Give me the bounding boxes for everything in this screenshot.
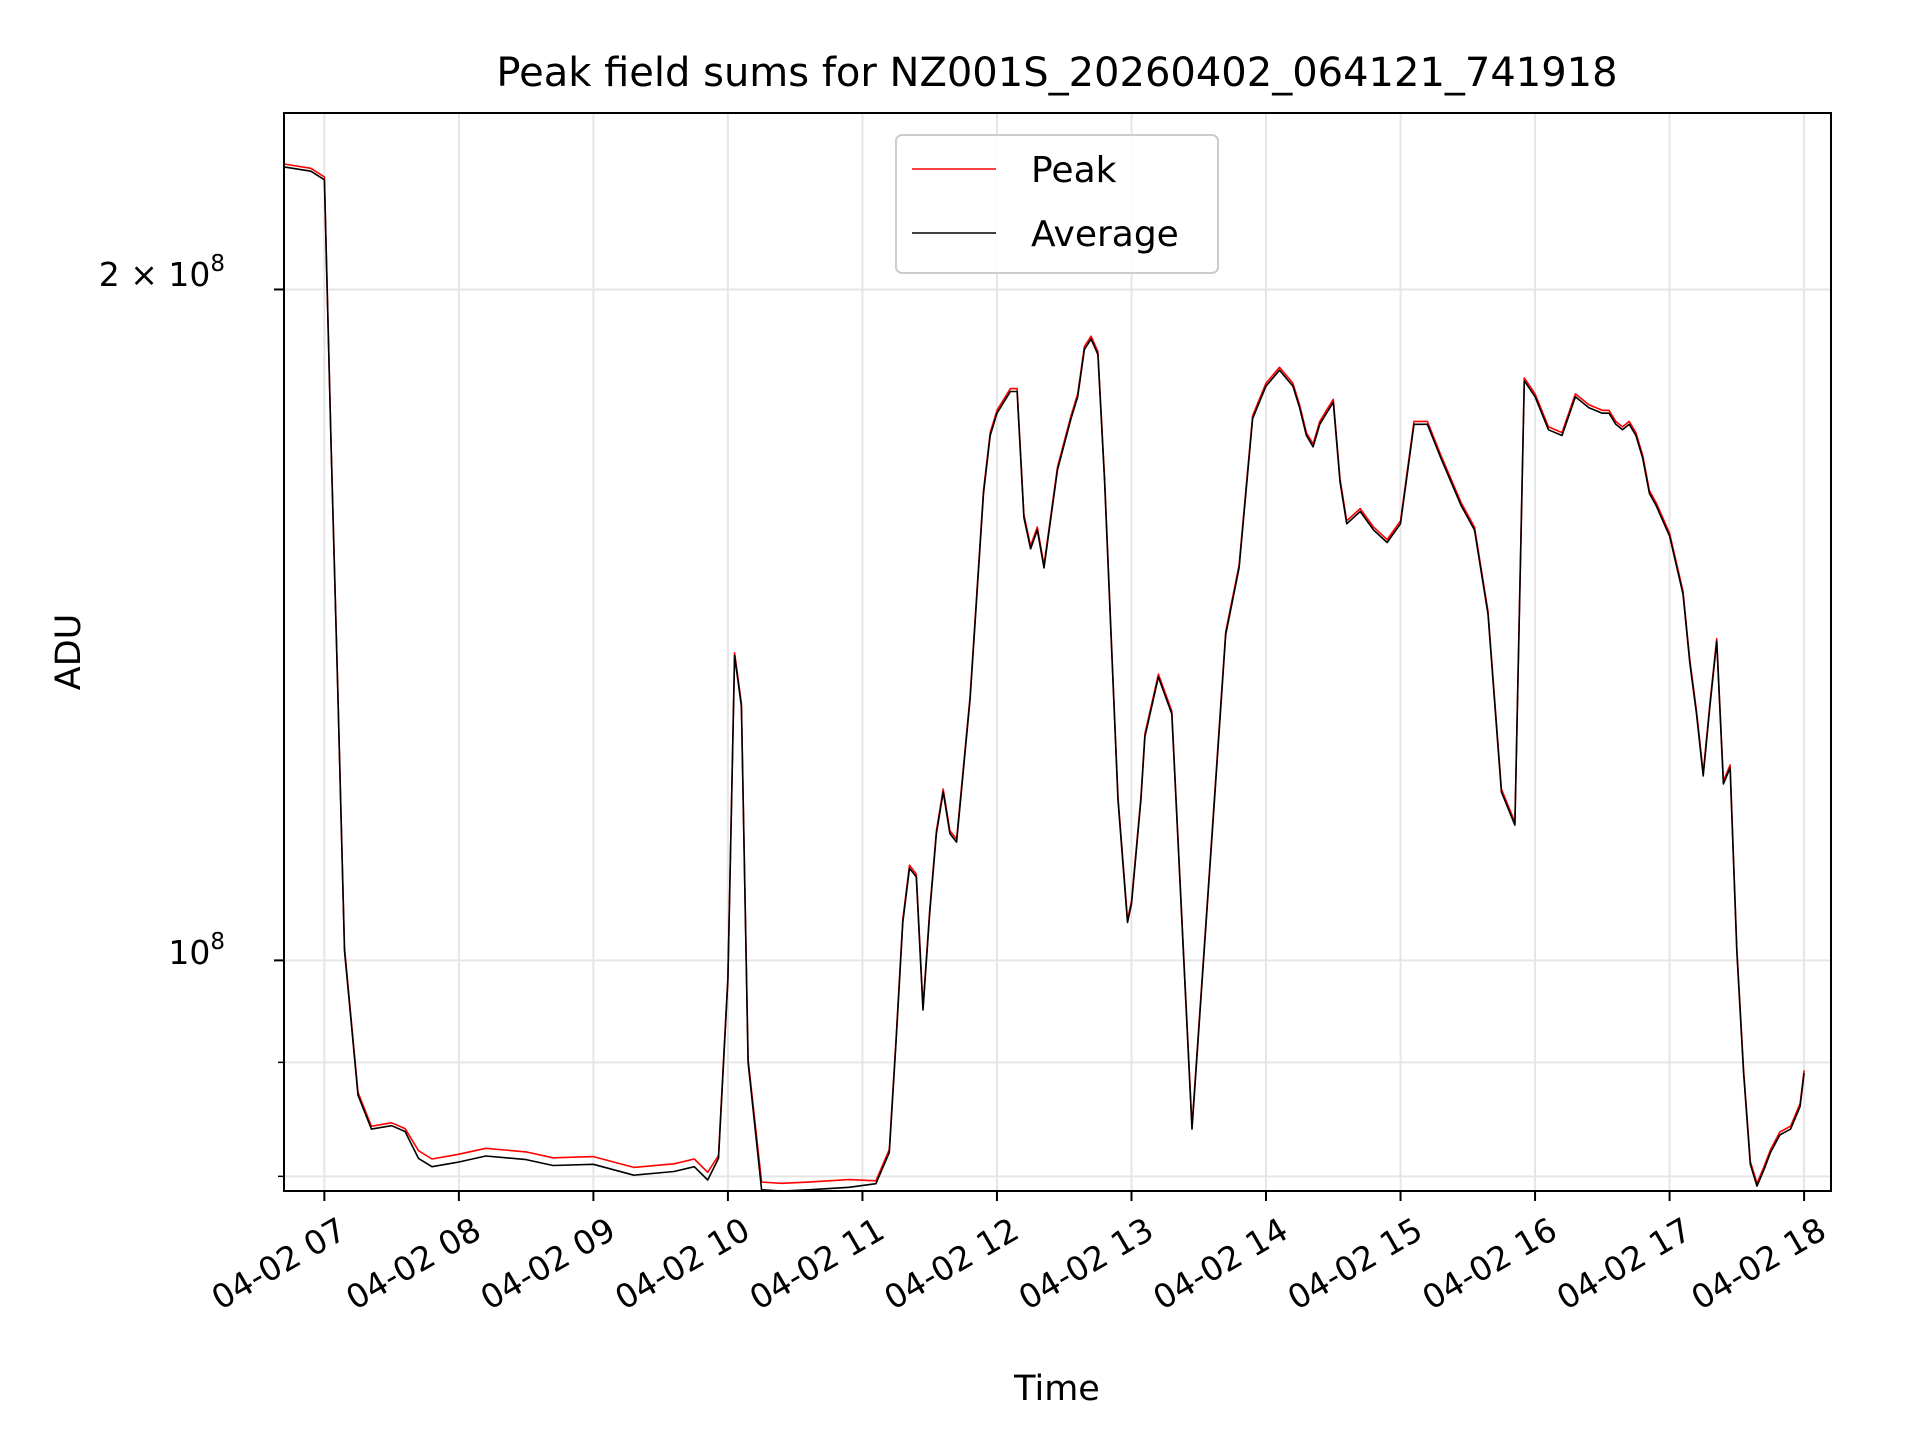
grid — [284, 113, 1831, 1191]
plot-frame — [283, 112, 1832, 1192]
legend-label-average: Average — [1031, 214, 1179, 255]
x-axis-label: Time — [1013, 1369, 1100, 1409]
legend: Peak Average — [895, 134, 1219, 274]
y-tick-label-2e8: 2 × 108 — [99, 251, 225, 294]
plot-series — [283, 163, 1805, 1192]
y-axis-label: ADU — [49, 614, 89, 691]
chart-title: Peak field sums for NZ001S_20260402_0641… — [496, 50, 1617, 96]
line-series-average — [283, 166, 1805, 1192]
y-tick-label-1e8: 108 — [168, 929, 225, 972]
legend-label-peak: Peak — [1031, 150, 1117, 191]
